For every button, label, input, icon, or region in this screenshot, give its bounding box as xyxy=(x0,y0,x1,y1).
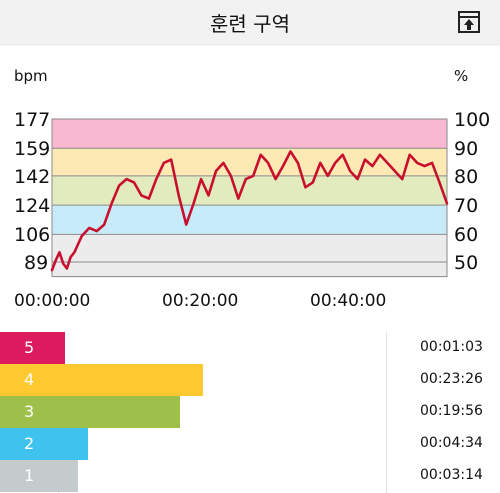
zone-bar xyxy=(0,428,88,460)
zone-time: 00:19:56 xyxy=(420,403,483,419)
page-title: 훈련 구역 xyxy=(210,12,290,36)
zone-row-5: 5 00:01:03 xyxy=(0,332,500,364)
y-tick-right: 50 xyxy=(454,252,479,274)
y-tick-right: 60 xyxy=(454,224,479,246)
zone-band xyxy=(52,234,447,277)
y-tick-right: 80 xyxy=(454,166,479,188)
heart-rate-chart xyxy=(50,118,449,278)
x-tick: 00:20:00 xyxy=(162,291,239,311)
zone-bar xyxy=(0,460,78,492)
zone-time: 00:01:03 xyxy=(420,339,483,355)
zone-row-4: 4 00:23:26 xyxy=(0,364,500,396)
zone-time: 00:04:34 xyxy=(420,435,483,451)
zone-number: 2 xyxy=(24,434,35,453)
zone-row-1: 1 00:03:14 xyxy=(0,460,500,492)
zone-time: 00:23:26 xyxy=(420,371,483,387)
y-tick-left: 89 xyxy=(24,252,49,274)
zone-bar xyxy=(0,364,203,396)
y-tick-left: 177 xyxy=(14,109,51,131)
zone-row-2: 2 00:04:34 xyxy=(0,428,500,460)
grid-divider xyxy=(386,332,387,493)
right-axis-unit: % xyxy=(454,67,469,85)
zone-band xyxy=(52,119,447,149)
export-icon[interactable] xyxy=(456,9,482,35)
x-tick: 00:00:00 xyxy=(14,291,91,311)
plot-frame xyxy=(51,118,448,278)
zone-time: 00:03:14 xyxy=(420,467,483,483)
left-axis-unit: bpm xyxy=(14,67,48,85)
app-header: 훈련 구역 xyxy=(0,0,500,44)
zone-number: 4 xyxy=(24,370,35,389)
zone-bar xyxy=(0,396,180,428)
x-tick: 00:40:00 xyxy=(310,291,387,311)
zone-number: 1 xyxy=(24,466,35,485)
zone-row-3: 3 00:19:56 xyxy=(0,396,500,428)
y-tick-left: 124 xyxy=(14,195,51,217)
zone-number: 5 xyxy=(24,338,35,357)
y-tick-left: 142 xyxy=(14,166,51,188)
heart-rate-line xyxy=(50,150,449,272)
y-tick-right: 90 xyxy=(454,138,479,160)
y-tick-left: 159 xyxy=(14,138,51,160)
y-tick-right: 70 xyxy=(454,195,479,217)
zone-bar xyxy=(0,332,65,364)
zone-band xyxy=(52,175,447,206)
y-tick-left: 106 xyxy=(14,224,51,246)
zone-number: 3 xyxy=(24,402,35,421)
zone-band xyxy=(52,205,447,235)
zone-band xyxy=(52,148,447,176)
y-tick-right: 100 xyxy=(454,109,491,131)
